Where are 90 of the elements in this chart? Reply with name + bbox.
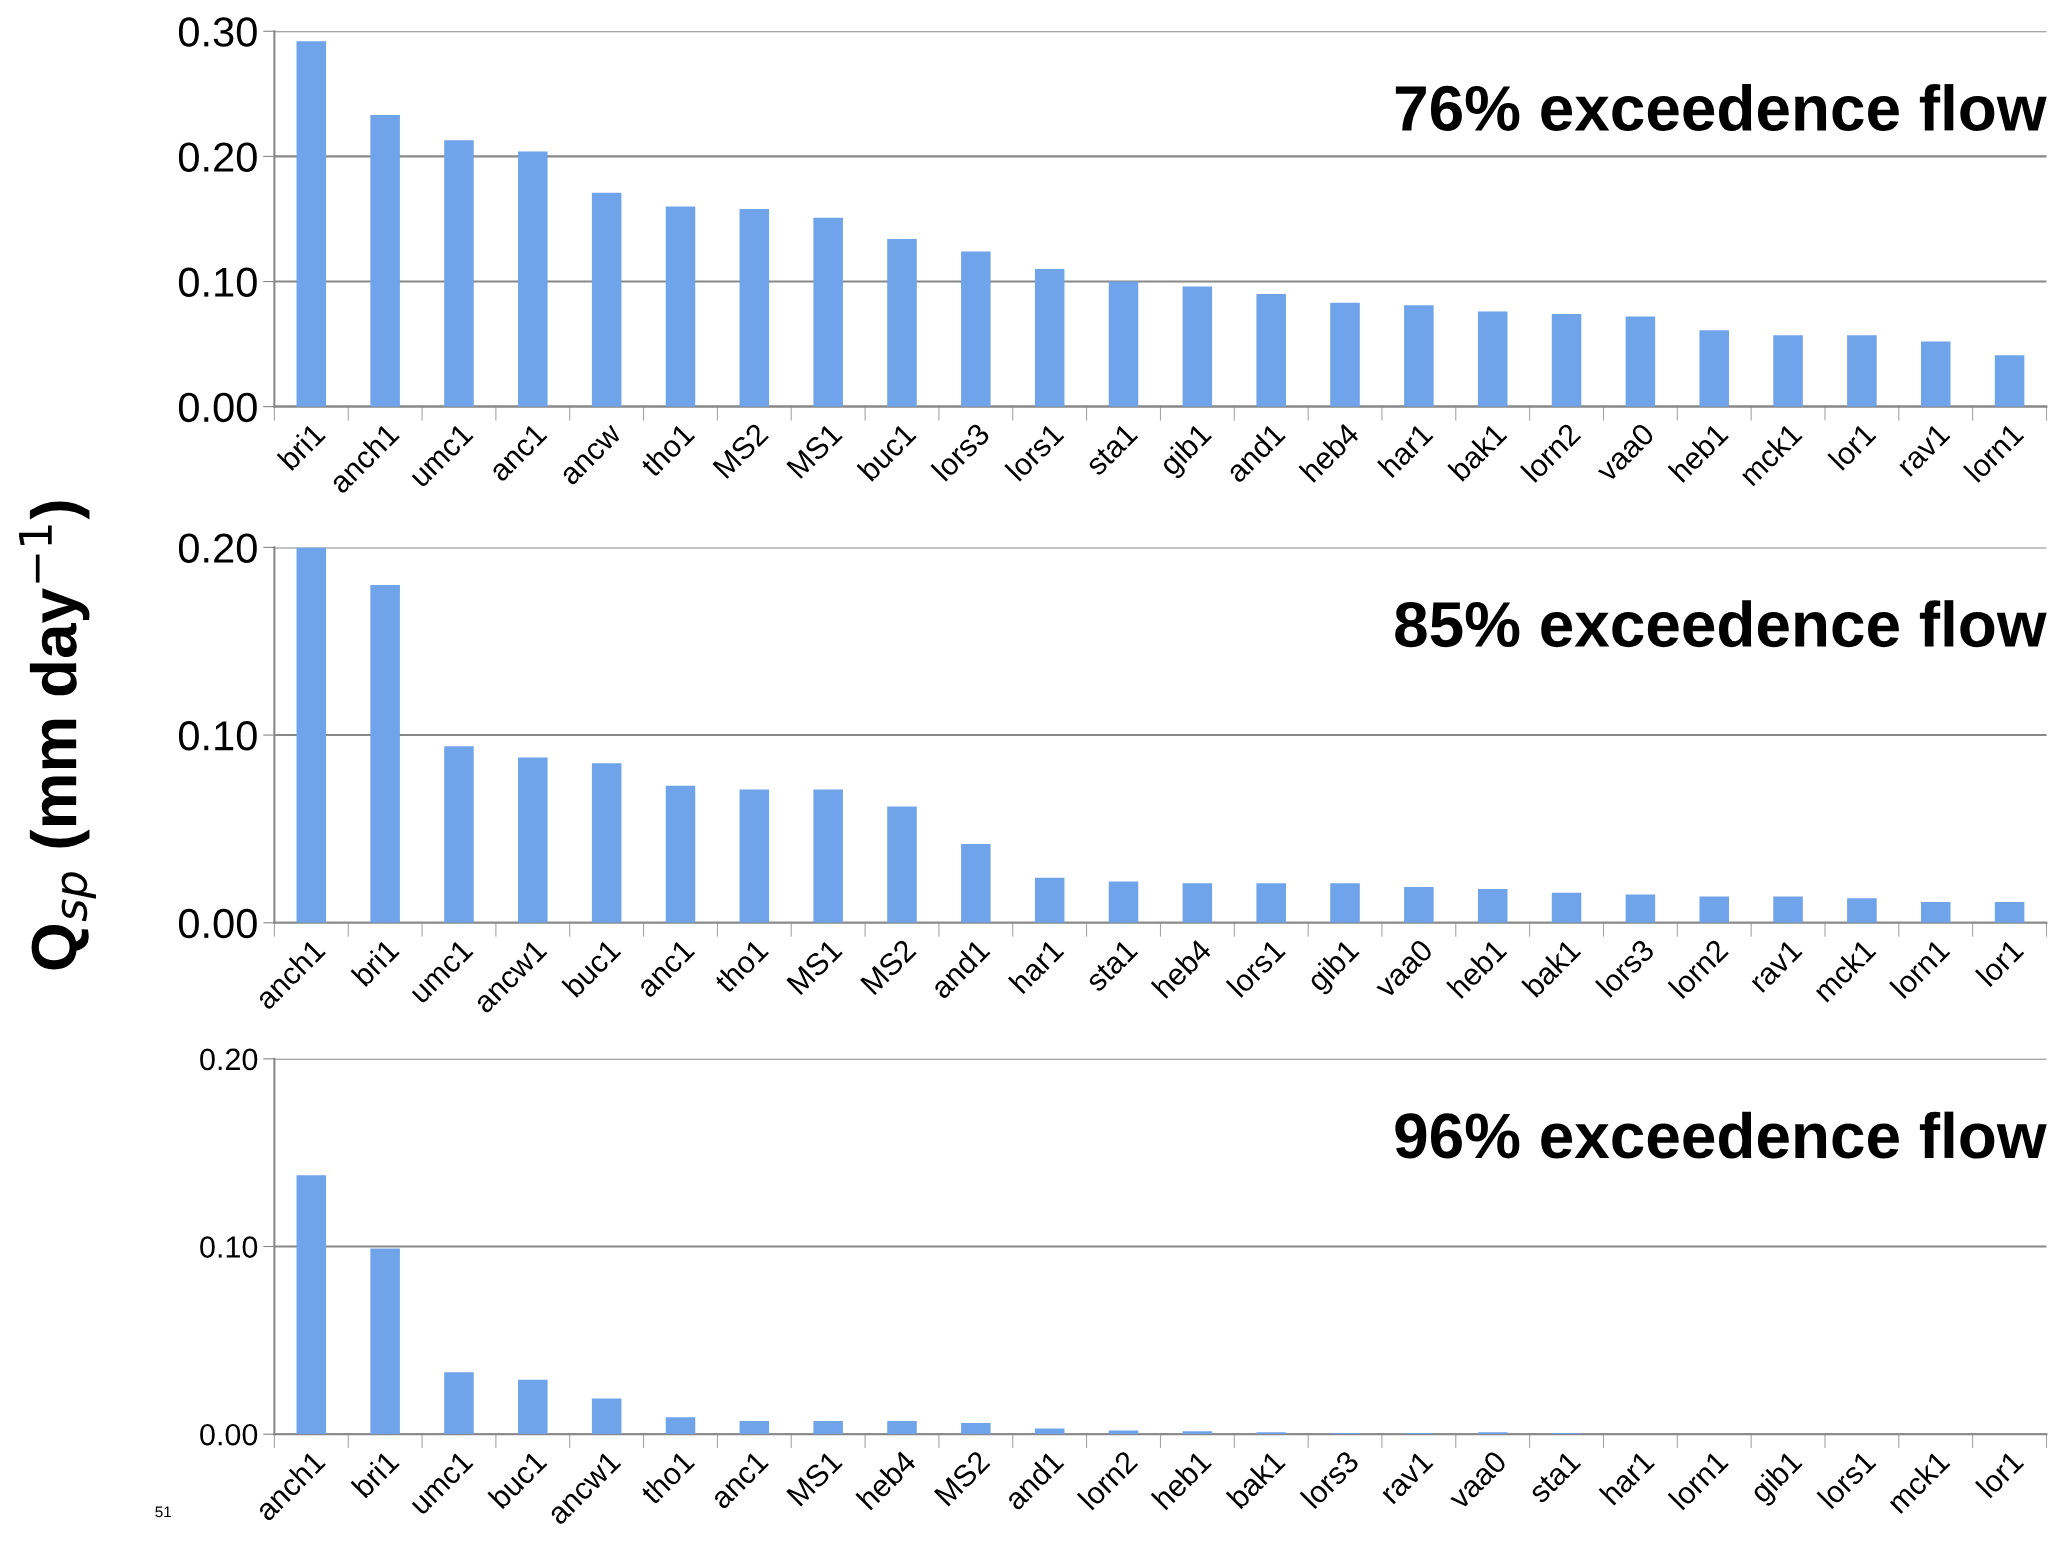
bar bbox=[813, 1421, 843, 1435]
x-tick-label: sta1 bbox=[1084, 422, 1139, 477]
text: 51 bbox=[155, 1506, 171, 1518]
bar bbox=[1847, 335, 1877, 407]
bar bbox=[1920, 341, 1951, 407]
x-tick-label: sta1 bbox=[1084, 938, 1139, 993]
x-tick-label: bri1 bbox=[350, 937, 400, 988]
bar bbox=[1699, 330, 1729, 407]
bar bbox=[1330, 302, 1360, 407]
x-tick-label: rav1 bbox=[1748, 938, 1803, 994]
text: 85% exceedence flow bbox=[1395, 600, 2047, 648]
bar bbox=[1182, 286, 1213, 407]
bar bbox=[1034, 877, 1065, 923]
bar bbox=[665, 785, 696, 923]
y-tick-label: 0.00 bbox=[178, 392, 257, 423]
bar bbox=[444, 1372, 474, 1435]
bar bbox=[1477, 311, 1508, 407]
bar bbox=[665, 206, 696, 407]
bar bbox=[1773, 896, 1803, 923]
bar bbox=[370, 1248, 400, 1435]
y-tick-label: 0.20 bbox=[178, 533, 257, 563]
bar bbox=[1477, 888, 1508, 923]
bar bbox=[739, 789, 770, 923]
bar bbox=[518, 151, 548, 407]
bar bbox=[1920, 902, 1951, 923]
bar bbox=[1551, 314, 1582, 407]
bar bbox=[1625, 894, 1656, 923]
bar bbox=[739, 208, 770, 407]
bar bbox=[1108, 281, 1139, 407]
y-tick-label: 0.20 bbox=[200, 1048, 258, 1071]
y-tick-label: 0.10 bbox=[200, 1236, 258, 1258]
bar bbox=[444, 746, 474, 923]
x-tick-label: tho1 bbox=[638, 421, 696, 479]
bar bbox=[887, 238, 917, 407]
bar bbox=[1551, 892, 1582, 923]
bar bbox=[1108, 881, 1139, 923]
bar bbox=[1773, 335, 1803, 407]
bar bbox=[444, 140, 474, 407]
bar bbox=[813, 789, 843, 923]
bar bbox=[1256, 294, 1286, 407]
y-axis-title: Q$_{sp}$ (mm day$^{−1}$) bbox=[19, 501, 96, 970]
bar bbox=[1182, 1431, 1213, 1435]
bar bbox=[296, 547, 327, 923]
x-tick-label: rav1 bbox=[1379, 1449, 1434, 1505]
bar bbox=[813, 217, 843, 407]
bar bbox=[1994, 902, 2025, 923]
x-tick-label: bri1 bbox=[276, 421, 327, 472]
bar bbox=[518, 1379, 548, 1435]
y-tick-label: 0.10 bbox=[178, 721, 257, 751]
bar bbox=[1994, 355, 2025, 407]
bar bbox=[1330, 883, 1360, 923]
bar bbox=[961, 251, 991, 407]
bar bbox=[961, 1422, 991, 1435]
bar bbox=[1108, 1430, 1139, 1435]
bar bbox=[739, 1421, 770, 1435]
x-tick-label: bri1 bbox=[350, 1449, 400, 1499]
bar bbox=[887, 806, 917, 923]
bar bbox=[296, 41, 327, 407]
bar bbox=[665, 1417, 696, 1435]
bar bbox=[1404, 305, 1434, 407]
bar bbox=[370, 115, 400, 407]
bar bbox=[1847, 898, 1877, 923]
bar bbox=[1404, 887, 1434, 923]
x-tick-label: sta1 bbox=[1527, 1449, 1582, 1505]
text: 76% exceedence flow bbox=[1395, 84, 2047, 132]
y-tick-label: 0.30 bbox=[178, 17, 257, 47]
bar bbox=[591, 763, 622, 923]
bar bbox=[887, 1421, 917, 1435]
bar bbox=[1034, 269, 1065, 407]
x-tick-label: lor1 bbox=[1975, 937, 2025, 988]
x-tick-label: lor1 bbox=[1827, 421, 1877, 471]
y-tick-label: 0.00 bbox=[200, 1423, 258, 1446]
bar bbox=[370, 584, 400, 923]
text: 96% exceedence flow bbox=[1395, 1111, 2047, 1159]
bar bbox=[961, 843, 991, 923]
bar bbox=[1699, 896, 1729, 923]
x-tick-label: tho1 bbox=[638, 1449, 696, 1506]
x-tick-label: lor1 bbox=[1975, 1449, 2025, 1499]
y-tick-label: 0.10 bbox=[178, 267, 257, 298]
bar bbox=[1256, 883, 1286, 923]
bar bbox=[591, 192, 622, 407]
x-tick-label: rav1 bbox=[1895, 422, 1951, 477]
bar bbox=[591, 1398, 622, 1435]
bar bbox=[1182, 883, 1213, 923]
y-tick-label: 0.00 bbox=[178, 908, 257, 939]
bar bbox=[518, 757, 548, 923]
x-tick-label: tho1 bbox=[712, 937, 770, 995]
bar bbox=[296, 1175, 327, 1435]
bar bbox=[1625, 316, 1656, 407]
y-tick-label: 0.20 bbox=[178, 142, 257, 172]
